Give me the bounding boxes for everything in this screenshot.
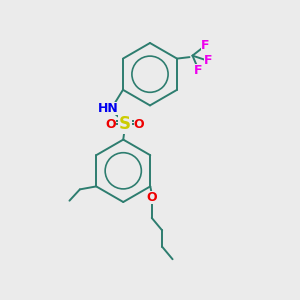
Text: HN: HN (98, 102, 119, 115)
Text: O: O (134, 118, 144, 130)
Text: F: F (204, 54, 212, 67)
Text: F: F (201, 39, 209, 52)
Text: F: F (194, 64, 202, 77)
Text: S: S (119, 115, 131, 133)
Text: O: O (105, 118, 116, 130)
Text: O: O (146, 191, 157, 204)
